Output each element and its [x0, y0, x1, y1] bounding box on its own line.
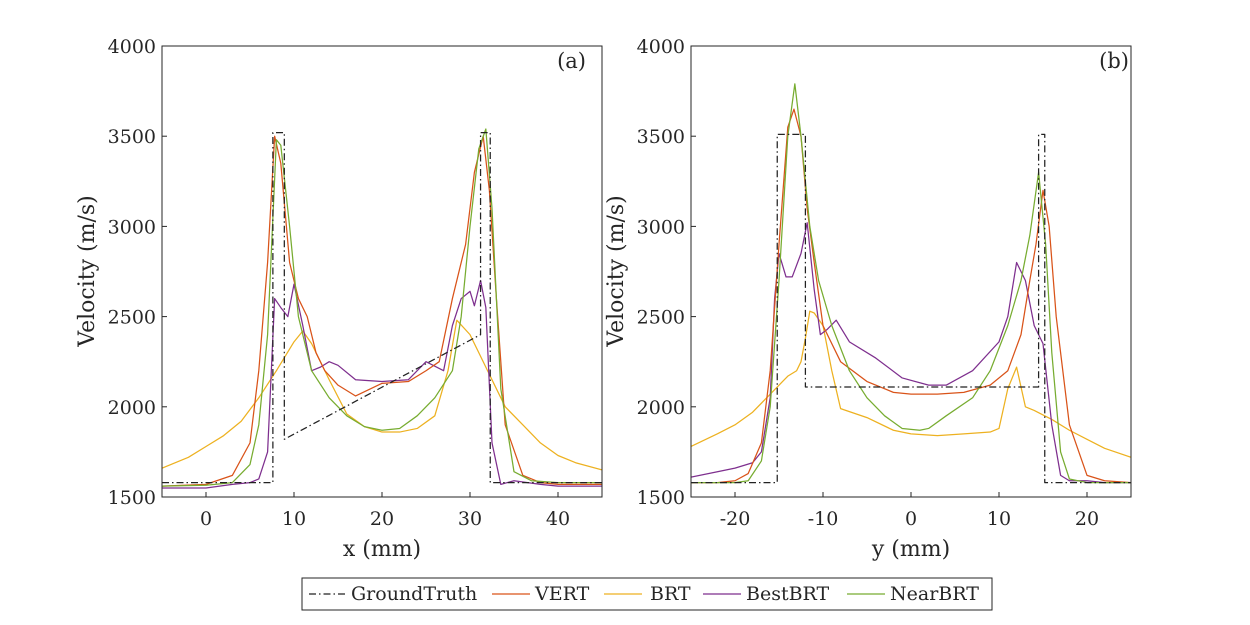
legend-entry-brt: BRT	[604, 583, 691, 605]
series-line-vert-b	[691, 108, 1131, 484]
series-line-brt-b	[691, 310, 1131, 458]
y-tick-label-b: 3000	[637, 216, 685, 238]
series-layer-a	[162, 128, 602, 489]
x-tick-label-a: 30	[458, 508, 482, 530]
series-line-groundtruth-b	[691, 133, 1131, 484]
y-tick-label-b: 2000	[637, 397, 685, 419]
legend: GroundTruth VERT BRT BestBRT NearBRT	[301, 577, 993, 611]
legend-entry-vert: VERT	[492, 583, 590, 605]
panel-a: 0 10 20 30 40 1500 2000 2500 3000 3500 4000 (a) x …	[75, 36, 603, 562]
legend-label-bestbrt: BestBRT	[746, 583, 830, 605]
x-axis-label-a: x (mm)	[343, 537, 421, 562]
legend-entry-groundtruth: GroundTruth	[309, 583, 477, 605]
y-axis-label-b: Velocity (m/s)	[604, 195, 629, 348]
y-tick-label-a: 4000	[108, 36, 156, 58]
legend-entry-nearbrt: NearBRT	[847, 583, 979, 605]
y-tick-label-a: 3000	[108, 216, 156, 238]
panel-label-a: (a)	[557, 49, 586, 73]
series-line-nearbrt-b	[691, 83, 1131, 484]
y-tick-label-b: 4000	[637, 36, 685, 58]
x-tick-label-a: 20	[370, 508, 394, 530]
series-layer-b	[691, 83, 1131, 484]
panel-label-b: (b)	[1099, 49, 1129, 73]
y-tick-label-a: 3500	[108, 126, 156, 148]
x-tick-label-b: -20	[720, 508, 751, 530]
legend-label-groundtruth: GroundTruth	[351, 583, 477, 605]
x-tick-label-a: 40	[546, 508, 570, 530]
legend-label-brt: BRT	[650, 583, 691, 605]
y-tick-label-a: 2500	[108, 307, 156, 329]
ticks-a: 0 10 20 30 40 1500 2000 2500 3000 3500 4000	[108, 36, 570, 530]
y-axis-label-a: Velocity (m/s)	[75, 195, 100, 348]
series-line-bestbrt-b	[691, 222, 1131, 484]
y-tick-label-b: 2500	[637, 307, 685, 329]
series-line-groundtruth-a	[162, 131, 602, 484]
x-tick-label-a: 0	[200, 508, 212, 530]
ticks-b: -20 -10 0 10 20 1500 2000 2500 3000 3500 4000	[637, 36, 1099, 530]
legend-entry-bestbrt: BestBRT	[703, 583, 830, 605]
y-tick-label-a: 2000	[108, 397, 156, 419]
series-line-brt-a	[162, 319, 602, 471]
y-tick-label-b: 3500	[637, 126, 685, 148]
x-tick-label-a: 10	[282, 508, 306, 530]
y-tick-label-a: 1500	[108, 487, 156, 509]
x-tick-label-b: 0	[905, 508, 917, 530]
legend-label-vert: VERT	[534, 583, 590, 605]
x-axis-label-b: y (mm)	[871, 537, 950, 562]
series-line-bestbrt-a	[162, 279, 602, 489]
series-line-vert-a	[162, 135, 602, 487]
axes-box-a	[161, 45, 603, 498]
x-tick-label-b: -10	[808, 508, 839, 530]
legend-label-nearbrt: NearBRT	[890, 583, 979, 605]
y-tick-label-b: 1500	[637, 487, 685, 509]
x-tick-label-b: 20	[1075, 508, 1099, 530]
series-line-nearbrt-a	[162, 128, 602, 487]
x-tick-label-b: 10	[987, 508, 1011, 530]
